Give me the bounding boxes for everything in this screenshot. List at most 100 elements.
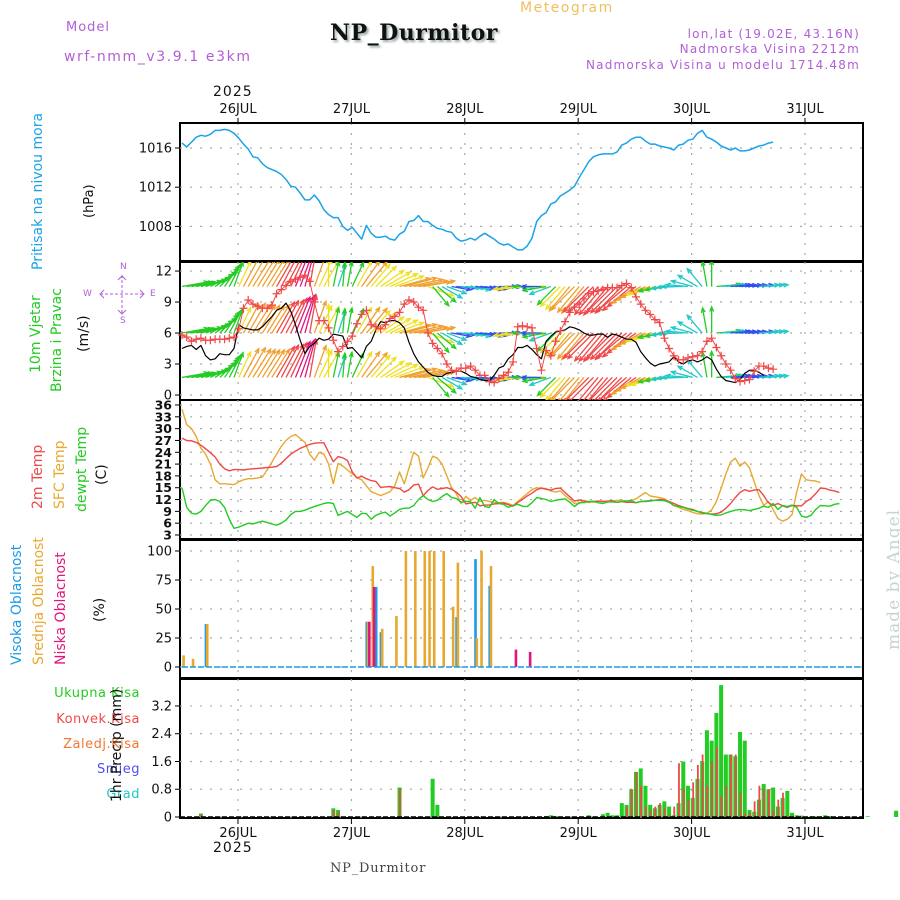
wind-vector-head: [239, 351, 244, 358]
wind-vector: [261, 262, 279, 287]
wind-vector-head: [637, 334, 644, 340]
wind-vector-head: [709, 349, 715, 357]
compass-west: W: [83, 289, 92, 299]
wind-gust-marker: [433, 344, 442, 353]
precip-bar-total: [643, 785, 648, 817]
wind-vector: [404, 323, 437, 334]
wind-gust-marker: [405, 295, 413, 304]
wind-vector: [224, 355, 240, 378]
y-tick-label-wind: 9: [164, 296, 172, 311]
wind-vector-head: [597, 396, 603, 400]
y-tick-label-precip: 3.2: [151, 699, 172, 714]
wind-vector: [385, 317, 411, 334]
wind-vector-head: [660, 374, 667, 380]
wind-vector-head: [385, 263, 391, 270]
wind-vector: [370, 354, 391, 378]
wind-vector: [318, 305, 333, 334]
wind-gust-marker: [622, 279, 631, 288]
wind-vector: [290, 298, 308, 334]
wind-vector-head: [660, 283, 667, 290]
wind-vector: [470, 285, 491, 291]
wind-vector: [280, 300, 299, 334]
wind-vector: [677, 321, 698, 334]
wind-vector: [389, 273, 418, 288]
precip-bar-convective: [753, 801, 756, 817]
wind-vector: [361, 351, 381, 378]
precip-bar-convective: [659, 803, 661, 817]
wind-vector-head: [783, 329, 790, 335]
wind-vector-head: [450, 297, 457, 303]
wind-vector-head: [589, 354, 596, 361]
precip-bar-convective: [654, 806, 657, 817]
wind-gust-marker: [423, 329, 432, 338]
precip-bar-convective: [786, 815, 789, 817]
wind-vector: [427, 332, 454, 343]
wind-vector-head: [398, 269, 405, 276]
wind-gust-marker: [532, 344, 541, 353]
wind-speed-line: [181, 302, 765, 384]
panel-frame-temperature: [179, 399, 864, 540]
wind-vector: [375, 265, 397, 287]
wind-vector: [299, 340, 315, 378]
wind-vector: [446, 285, 467, 295]
wind-gust-marker: [352, 319, 361, 328]
wind-vector: [436, 376, 457, 394]
precip-bar-convective: [692, 782, 695, 817]
wind-gust-marker: [182, 333, 191, 342]
wind-vector-head: [326, 347, 332, 354]
wind-vector-head: [520, 283, 527, 290]
wind-gust-marker: [740, 376, 749, 385]
wind-gust-marker: [556, 326, 565, 335]
cloud-bar-srednja-oblacnost: [451, 606, 455, 667]
wind-vector-head: [418, 275, 426, 280]
wind-vector-head: [391, 356, 398, 363]
wind-vector: [441, 285, 463, 299]
wind-gust-marker: [712, 343, 721, 352]
cloud-bar-srednja-oblacnost: [205, 624, 209, 667]
wind-vector-head: [322, 299, 327, 307]
wind-gust-marker: [513, 322, 522, 331]
precip-bar-total: [704, 730, 709, 817]
wind-vector: [768, 284, 789, 288]
cloud-bar-niska-oblacnost: [528, 651, 532, 667]
cloud-bar-srednja-oblacnost: [442, 551, 446, 667]
wind-vector-head: [709, 305, 715, 312]
wind-vector: [252, 348, 272, 378]
wind-vector: [557, 286, 580, 313]
wind-vector: [436, 332, 457, 349]
wind-vector-head: [511, 330, 518, 336]
wind-gust-marker: [584, 289, 593, 298]
wind-vector-head: [359, 262, 365, 268]
wind-vector: [181, 372, 209, 379]
wind-vector-head: [539, 392, 546, 399]
wind-vector: [375, 356, 397, 378]
wind-gust-marker: [471, 366, 480, 375]
wind-vector-head: [655, 375, 662, 381]
precip-frz-label: Zaledj.Kisa: [63, 737, 140, 752]
wind-vector-head: [335, 306, 341, 313]
wind-vector: [224, 311, 240, 334]
precip-bar-total: [827, 815, 832, 817]
wind-vector-head: [643, 333, 651, 339]
wind-gust-marker: [646, 310, 655, 319]
wind-gust-marker: [561, 317, 570, 326]
wind-gust-marker: [419, 306, 428, 315]
wind-vector-head: [664, 328, 672, 335]
wind-vector-head: [398, 315, 405, 322]
wind-vector-head: [443, 391, 450, 398]
y-tick-label-pressure: 1012: [139, 181, 172, 196]
wind-vector: [529, 332, 552, 342]
wind-gust-marker: [447, 366, 456, 375]
wind-vector-head: [558, 398, 560, 400]
wind-vector-head: [511, 374, 518, 380]
wind-vector: [671, 371, 693, 379]
wind-vector-head: [341, 262, 348, 268]
y-tick-label-temperature: 3: [163, 528, 172, 543]
wind-vector: [540, 286, 561, 307]
precip-bar-convective: [758, 785, 761, 817]
wind-vector-head: [398, 360, 405, 366]
precip-bar-convective: [644, 806, 647, 817]
wind-vector: [768, 330, 789, 334]
wind-vector: [181, 327, 209, 334]
wind-vector: [399, 368, 431, 379]
